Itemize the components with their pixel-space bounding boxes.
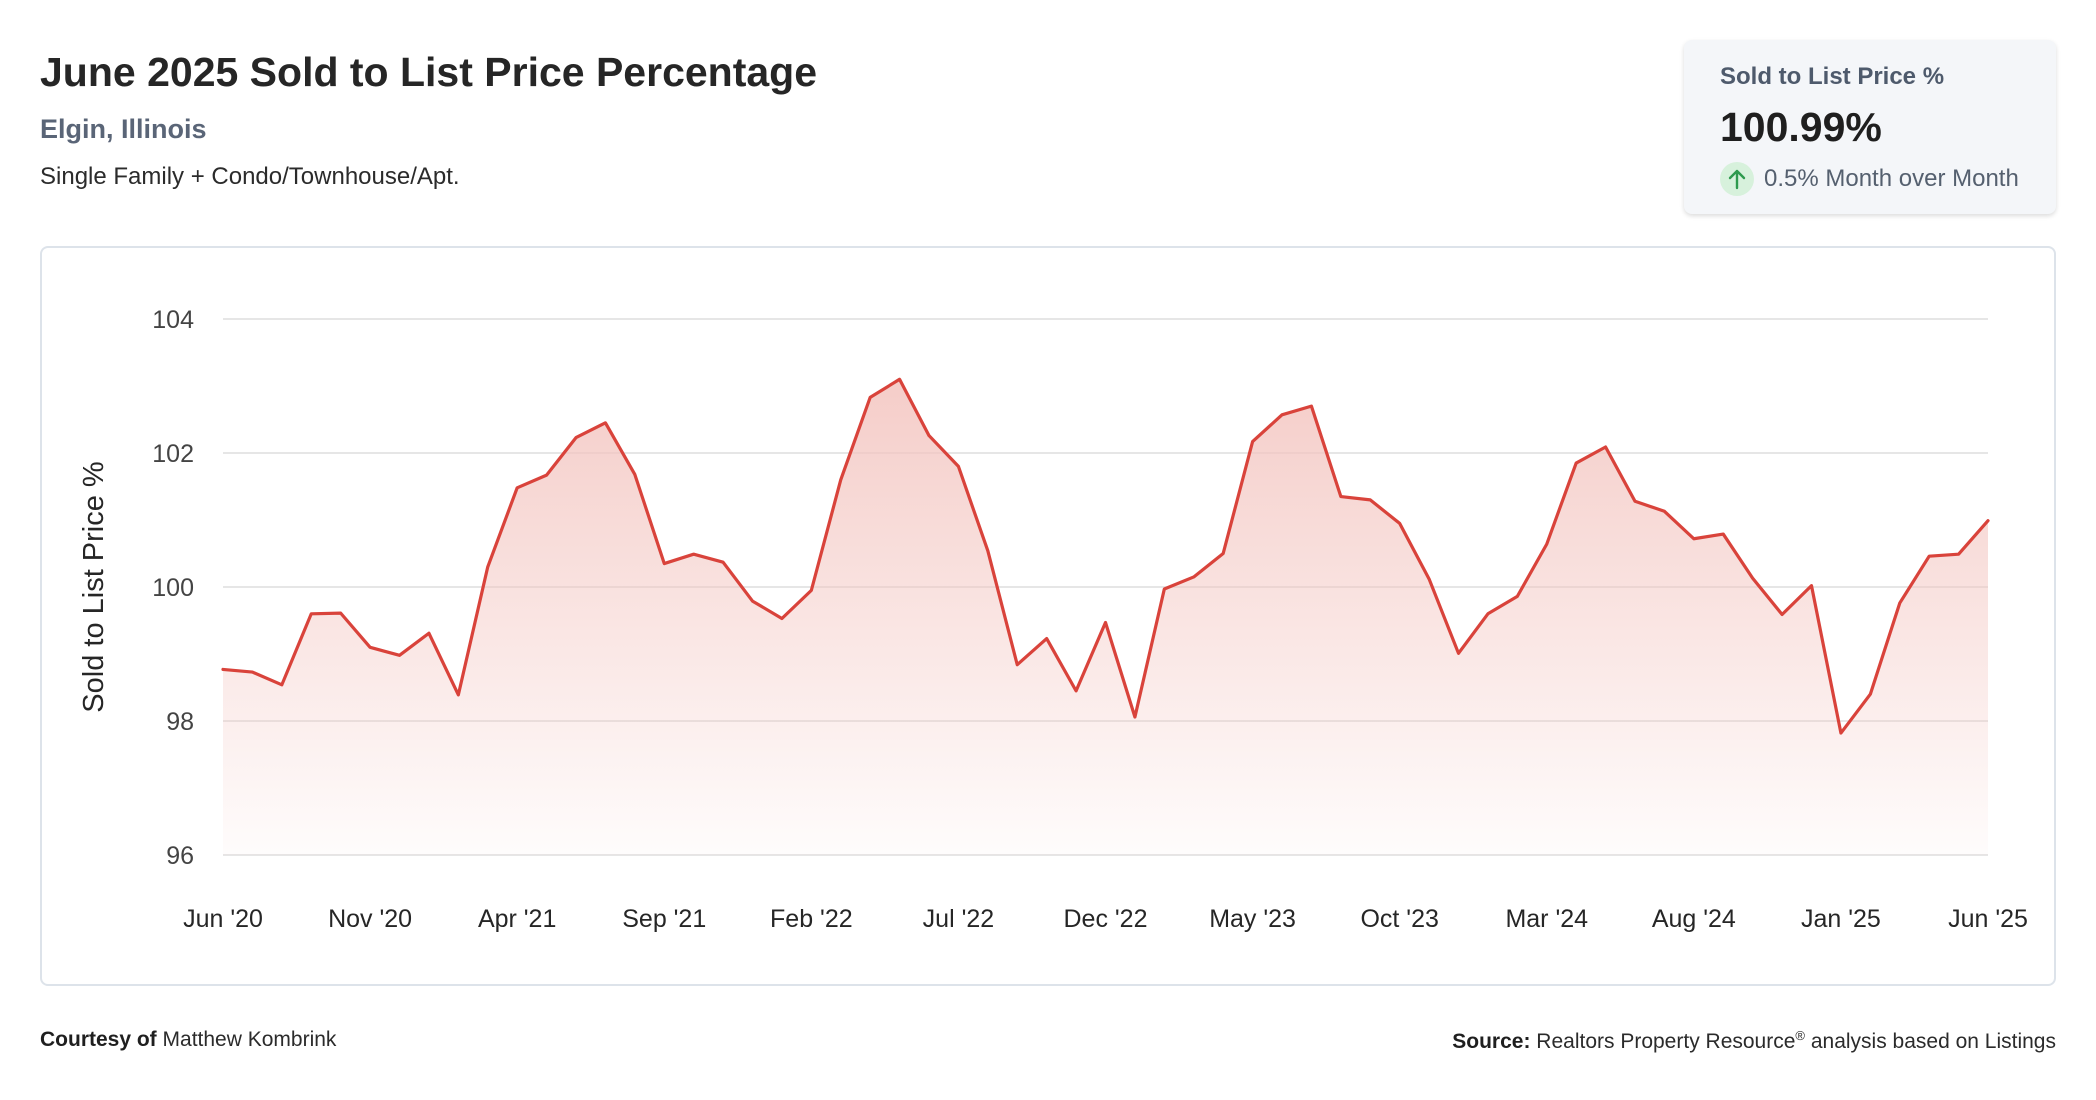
kpi-label: Sold to List Price % [1720,63,1945,90]
footer-source: Source: Realtors Property Resource® anal… [1452,1028,2056,1054]
area-fill-path [223,379,1988,855]
series-line [221,377,1990,735]
courtesy-label: Courtesy of [40,1028,157,1051]
y-tick-label: 100 [152,574,194,602]
registered-mark: ® [1795,1028,1805,1043]
property-types: Single Family + Condo/Townhouse/Apt. [40,163,460,190]
location-subtitle: Elgin, Illinois [40,114,207,144]
kpi-value: 100.99% [1720,104,1882,150]
y-axis-label: Sold to List Price % [78,461,110,712]
chart-panel: 96 98 100 102 104 Jun '20 Nov '20 Apr '21 Sep '… [40,246,2056,986]
arrow-up-icon [1720,162,1754,196]
source-label: Source: [1452,1030,1531,1053]
footer-courtesy: Courtesy of Matthew Kombrink [40,1028,336,1052]
source-text-a: Realtors Property Resource [1536,1030,1796,1053]
y-tick-label: 104 [152,306,194,334]
area-fill [223,379,1988,855]
x-tick-label: Jun '20 [183,905,263,933]
source-text-b: analysis based on Listings [1805,1030,2056,1053]
y-tick-label: 98 [166,708,194,736]
courtesy-name: Matthew Kombrink [162,1028,337,1051]
x-tick-label: Apr '21 [478,905,556,933]
kpi-change-text: 0.5% Month over Month [1764,165,2019,192]
x-tick-labels: Jun '20 Nov '20 Apr '21 Sep '21 Feb '22 Jul '… [183,905,2028,933]
x-tick-label: Jul '22 [923,905,994,933]
header: June 2025 Sold to List Price Percentage … [40,44,817,192]
x-tick-label: Mar '24 [1505,905,1588,933]
x-tick-label: Aug '24 [1652,905,1736,933]
page-title: June 2025 Sold to List Price Percentage [40,49,818,95]
x-tick-label: May '23 [1209,905,1296,933]
y-tick-labels: 96 98 100 102 104 [152,306,194,870]
x-tick-label: Jun '25 [1948,905,2028,933]
x-tick-label: Feb '22 [770,905,853,933]
series-line-path [221,377,1990,735]
kpi-change: 0.5% Month over Month [1720,162,2056,196]
x-tick-label: Dec '22 [1064,905,1148,933]
x-tick-label: Nov '20 [328,905,412,933]
y-tick-label: 102 [152,440,194,468]
kpi-card: Sold to List Price % 100.99% 0.5% Month … [1684,40,2056,214]
x-tick-label: Sep '21 [622,905,706,933]
y-tick-label: 96 [166,842,194,870]
x-tick-label: Oct '23 [1360,905,1438,933]
x-tick-label: Jan '25 [1801,905,1881,933]
chart: 96 98 100 102 104 Jun '20 Nov '20 Apr '21 Sep '… [78,306,2028,933]
